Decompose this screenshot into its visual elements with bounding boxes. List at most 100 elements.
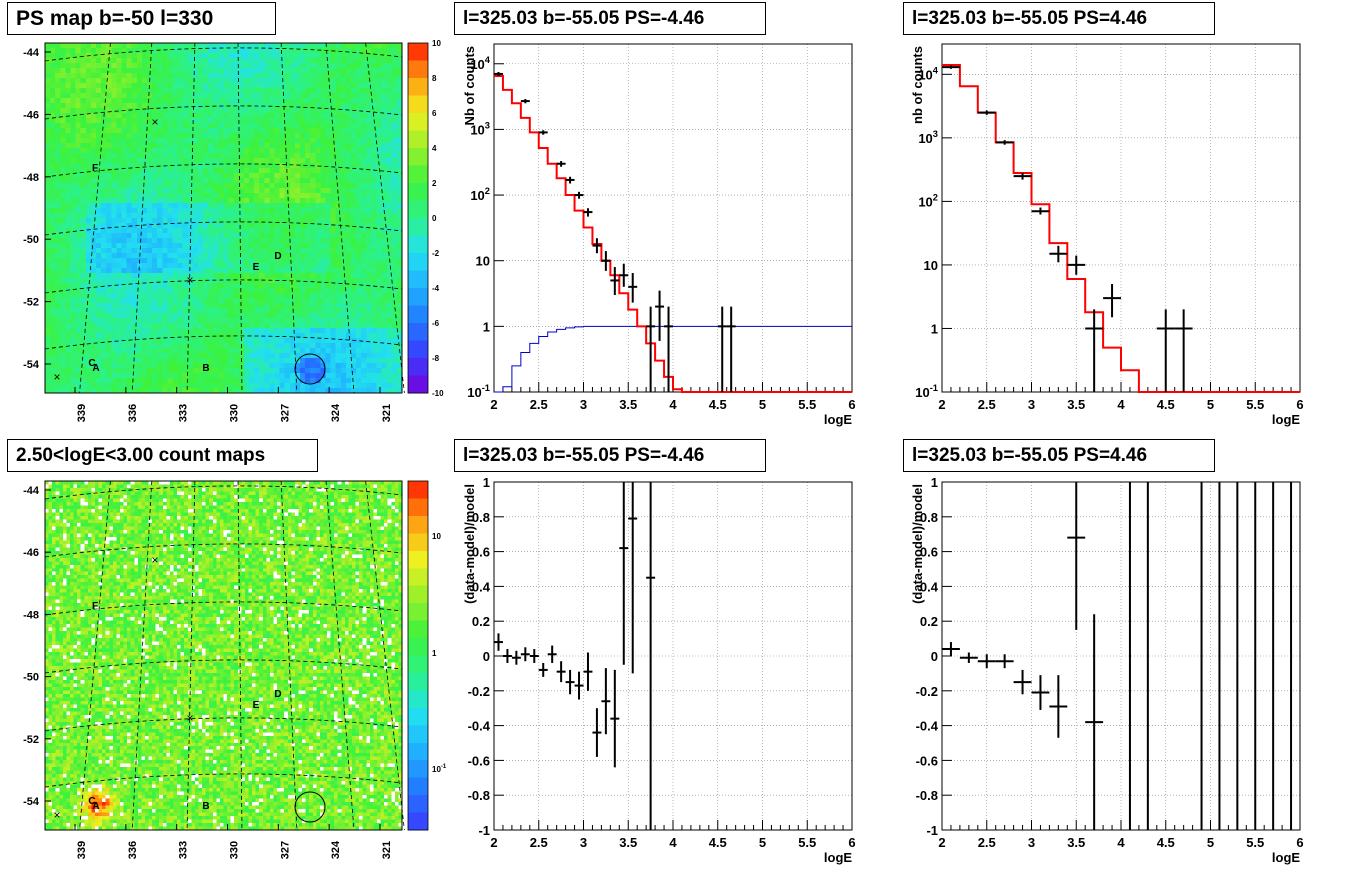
ps_map-cbtick-6: -2 [432,249,440,258]
res_pos-xtick-2: 3 [1028,835,1035,850]
spec_pos-ytick-2: 10 [924,258,938,273]
spec_neg-point-2 [538,130,548,135]
graticule-lon-1 [131,480,153,831]
count_map-xtick-5: 324 [330,840,342,859]
spec_neg-ylabel: Nb of counts [462,46,477,125]
spec_neg-xtick-6: 5 [759,397,766,412]
spec_neg-ytick-0: 10-1 [467,383,490,400]
spec_pos-point-2 [995,140,1014,145]
count_map-source-A: A [92,801,99,812]
res_neg-point-4 [529,649,539,663]
graticule-lon-0 [79,480,111,831]
spec_pos-ytick-4: 103 [918,129,938,146]
spec_neg-point-3 [556,161,566,167]
graticule-lat-4 [44,717,403,732]
ps_map-cbtick-10: -10 [432,389,444,398]
res_neg-point-15 [628,482,638,674]
res_neg-ytick-3: -0.4 [468,719,491,734]
res_pos-ytick-6: 0.2 [920,614,938,629]
spec_pos-point-6 [1067,255,1086,275]
count_map-pixels [45,481,403,831]
res_neg-ytick-6: 0.2 [472,614,490,629]
ps_map-cbtick-4: 2 [432,179,437,188]
spec_pos-xtick-0: 2 [938,397,945,412]
spec_neg-xtick-3: 3.5 [619,397,637,412]
res_pos-point-7 [1067,482,1086,630]
count-map-title: 2.50<logE<3.00 count maps [7,439,318,472]
spec_neg-point-0 [494,71,503,77]
spec_neg-point-4 [565,176,575,184]
graticule-lon-2 [186,480,196,831]
ps_map-colorbar [408,43,428,394]
res_neg-point-14 [619,482,629,665]
spec_neg-ytick-3: 102 [470,186,490,203]
spec_neg-point-7 [592,238,602,254]
ps_map-cbtick-8: -6 [432,319,440,328]
count_map-xtick-0: 339 [76,841,88,859]
graticule-lat-1 [44,543,403,558]
res_neg-xlabel: logE [824,850,852,865]
res_pos-xtick-0: 2 [938,835,945,850]
spec_pos-xtick-1: 2.5 [978,397,996,412]
spec_neg-point-13 [655,290,665,341]
count_map-source-D: D [274,689,281,700]
residual-neg-title: l=325.03 b=-55.05 PS=-4.46 [454,439,766,472]
res_neg-xtick-4: 4 [669,835,677,850]
graticule-lon-6 [365,42,405,394]
res_pos-ytick-8: 0.6 [920,545,938,560]
spec_pos-xtick-3: 3.5 [1067,397,1085,412]
ps_map-ytick-3: -50 [23,234,39,246]
res_pos-point-1 [959,652,978,663]
ps_map-frame [44,42,403,394]
count_map-ytick-0: -44 [23,485,40,497]
spec_pos-point-8 [1103,284,1121,318]
res_neg-xtick-1: 2.5 [530,835,548,850]
res_neg-xtick-3: 3.5 [619,835,637,850]
graticule-lon-6 [365,480,405,831]
count_map-cbtick-1: 1 [432,649,437,658]
res_neg-point-12 [601,668,611,735]
spec_neg-point-15 [717,306,727,392]
count_map-cbtick-2: 10-1 [432,764,447,774]
res_pos-ytick-7: 0.4 [920,579,939,594]
graticule-lon-5 [325,480,355,831]
res_pos-point-2 [977,654,996,669]
ps_map-cbtick-2: 6 [432,109,437,118]
spec_neg-ytick-4: 103 [470,120,490,137]
res_pos-ytick-3: -0.4 [916,719,939,734]
count_map-region-circle [294,791,326,823]
res_pos-point-5 [1031,675,1050,710]
res_neg-ytick-2: -0.6 [468,753,490,768]
res_pos-xtick-5: 4.5 [1157,835,1175,850]
res_neg-point-11 [592,708,602,757]
graticule-lat-0 [44,47,403,62]
count_map-marker-1: × [151,553,158,567]
res_neg-point-2 [511,650,521,665]
graticule-lon-0 [79,42,111,394]
graticule-lon-1 [131,42,153,394]
ps_map-source-B: B [202,363,209,374]
count_map-xtick-1: 336 [127,841,139,859]
spec_neg-xtick-1: 2.5 [530,397,548,412]
count_map-ytick-1: -46 [23,547,39,559]
spec_pos-ytick-1: 1 [931,321,938,336]
graticule-lat-4 [44,279,403,294]
count_map-marker-0: × [53,808,60,822]
res_neg-xtick-8: 6 [848,835,855,850]
ps_map-ytick-5: -54 [23,359,40,371]
ps_map-source-E: E [253,262,260,273]
residual-pos-title: l=325.03 b=-55.05 PS=4.46 [903,439,1215,472]
spec_pos-point-0 [942,65,960,69]
count_map-graticule [44,480,405,831]
spec_pos-ylabel: nb of counts [910,46,925,124]
res_neg-point-9 [574,671,584,700]
res_neg-grid [493,481,853,831]
ps_map-region-circle [294,353,326,385]
res_neg-xtick-6: 5 [759,835,766,850]
spec_pos-ytick-5: 104 [918,65,938,82]
ps_map-cbtick-1: 8 [432,74,437,83]
spec_pos-xlabel: logE [1272,412,1300,427]
